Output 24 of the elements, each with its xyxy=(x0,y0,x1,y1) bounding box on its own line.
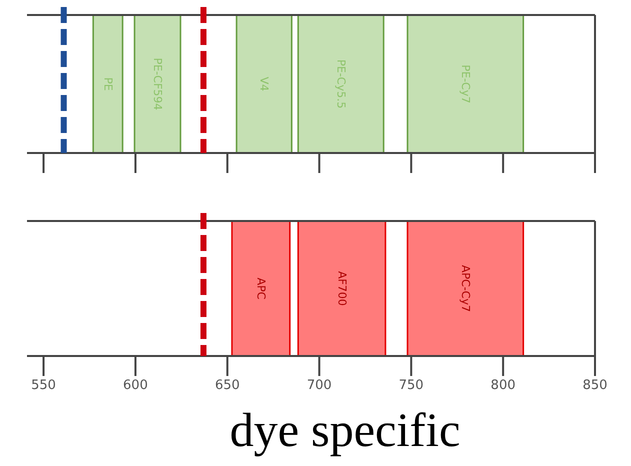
x-tick-label: 650 xyxy=(214,378,240,393)
bar xyxy=(92,14,124,154)
series-label: APC xyxy=(254,278,268,300)
x-tick-label: 750 xyxy=(398,378,424,393)
series-label: PE-Cy5.5 xyxy=(334,59,348,109)
bar xyxy=(134,14,182,154)
series-label: V4 xyxy=(258,76,271,92)
series-label: PE-CF594 xyxy=(151,58,164,110)
series-label: PE xyxy=(101,77,114,91)
series-label: AF700 xyxy=(335,271,348,306)
annotation: dye specific xyxy=(230,404,460,457)
bar xyxy=(231,220,291,357)
bar xyxy=(236,14,292,154)
x-tick-label: 700 xyxy=(306,378,332,393)
series-label: PE-Cy7 xyxy=(458,64,472,104)
series-label: APC-Cy7 xyxy=(458,265,472,312)
bar xyxy=(406,14,524,154)
bar xyxy=(406,220,524,357)
x-tick-label: 550 xyxy=(31,378,56,393)
x-tick-label: 850 xyxy=(582,378,608,393)
bar xyxy=(297,220,386,357)
bar xyxy=(297,14,384,154)
x-tick-label: 800 xyxy=(490,378,516,393)
x-tick-label: 600 xyxy=(123,378,148,393)
